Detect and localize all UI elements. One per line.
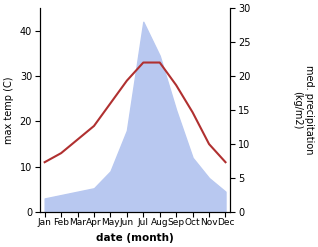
X-axis label: date (month): date (month) [96, 233, 174, 243]
Y-axis label: max temp (C): max temp (C) [4, 76, 14, 144]
Y-axis label: med. precipitation
(kg/m2): med. precipitation (kg/m2) [292, 65, 314, 155]
